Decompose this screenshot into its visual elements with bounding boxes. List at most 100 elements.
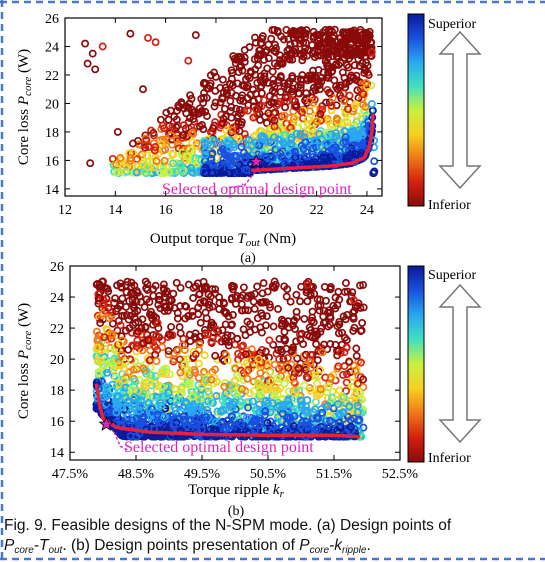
y-tick-label: 22 — [50, 322, 64, 337]
colorbar-a-bar — [407, 13, 425, 207]
scatter-point — [213, 169, 222, 177]
scatter-point — [333, 322, 342, 331]
scatter-point — [321, 318, 330, 327]
scatter-point — [282, 413, 291, 422]
scatter-point — [298, 56, 307, 65]
scatter-point — [109, 361, 118, 370]
scatter-point — [312, 117, 321, 126]
scatter-point — [201, 308, 210, 317]
scatter-point — [360, 64, 369, 73]
scatter-point — [348, 129, 356, 138]
scatter-point — [332, 114, 341, 123]
scatter-point — [246, 320, 255, 329]
scatter-point — [240, 46, 249, 55]
scatter-point — [123, 167, 131, 176]
scatter-point — [223, 356, 232, 365]
scatter-point — [241, 350, 250, 359]
scatter-point — [284, 363, 293, 372]
scatter-point — [284, 323, 293, 332]
scatter-point — [353, 379, 362, 388]
scatter-point — [271, 145, 280, 154]
scatter-point — [108, 319, 117, 328]
scatter-point — [98, 42, 107, 51]
scatter-point — [153, 410, 162, 419]
scatter-point — [227, 103, 236, 112]
scatter-point — [275, 122, 284, 131]
scatter-point — [191, 350, 200, 359]
scatter-point — [176, 368, 185, 377]
caption-sym-p2: P — [299, 537, 310, 554]
scatter-point — [105, 314, 113, 323]
scatter-point — [111, 294, 120, 303]
scatter-point — [157, 401, 166, 410]
scatter-point — [250, 304, 259, 313]
scatter-point — [172, 278, 181, 287]
scatter-point — [152, 157, 161, 165]
panel-a-pareto-front — [251, 113, 375, 173]
scatter-point — [200, 351, 209, 360]
scatter-point — [235, 63, 244, 72]
scatter-point — [326, 416, 334, 425]
scatter-point — [112, 408, 121, 417]
scatter-point — [103, 326, 112, 335]
panel-a: 14 16 18 20 22 24 26 12 14 16 18 20 22 24 Selected o… — [16, 12, 383, 266]
scatter-point — [200, 139, 209, 148]
scatter-point — [316, 301, 325, 310]
scatter-point — [367, 100, 376, 108]
scatter-point — [182, 397, 190, 406]
panel-a-sublabel: (a) — [240, 251, 256, 266]
scatter-point — [280, 334, 289, 343]
scatter-point — [204, 387, 213, 396]
scatter-point — [102, 400, 111, 409]
scatter-point — [257, 132, 266, 141]
y-tick-label: 24 — [45, 40, 59, 55]
scatter-point — [251, 415, 260, 424]
scatter-point — [289, 422, 298, 430]
scatter-point — [234, 167, 242, 176]
scatter-point — [310, 95, 319, 104]
scatter-point — [214, 334, 223, 343]
scatter-point — [128, 416, 137, 425]
x-tick-label: 16 — [159, 203, 173, 218]
scatter-point — [172, 396, 181, 405]
scatter-point — [332, 101, 341, 110]
scatter-point — [83, 59, 92, 68]
scatter-point — [93, 343, 102, 352]
scatter-point — [253, 54, 262, 63]
scatter-point — [352, 71, 361, 80]
scatter-point — [225, 144, 234, 153]
scatter-point — [120, 376, 129, 385]
scatter-point — [293, 75, 302, 84]
caption-line-1: Fig. 9. Feasible designs of the N-SPM mo… — [4, 517, 452, 534]
scatter-point — [297, 396, 306, 405]
scatter-point — [206, 154, 215, 163]
scatter-point — [195, 340, 204, 349]
colorbar-b: Superior Inferior — [407, 265, 482, 466]
scatter-point — [300, 381, 309, 390]
scatter-point — [201, 150, 210, 159]
scatter-point — [292, 337, 301, 346]
scatter-point — [161, 423, 170, 431]
scatter-point — [322, 153, 331, 162]
scatter-point — [152, 357, 161, 366]
scatter-point — [119, 432, 128, 441]
scatter-point — [256, 116, 265, 124]
scatter-point — [282, 292, 291, 301]
scatter-point — [329, 146, 338, 155]
selected-design-star — [248, 153, 264, 169]
scatter-point — [306, 350, 315, 359]
scatter-point — [154, 295, 163, 304]
scatter-point — [327, 106, 336, 115]
colorbar-b-superior: Superior — [428, 268, 477, 283]
scatter-point — [169, 289, 178, 298]
scatter-point — [194, 359, 203, 368]
scatter-point — [309, 83, 318, 92]
scatter-point — [313, 356, 322, 365]
scatter-point — [94, 290, 103, 299]
scatter-point — [207, 318, 216, 327]
scatter-point — [197, 395, 206, 404]
scatter-point — [204, 330, 213, 339]
scatter-point — [124, 315, 133, 324]
scatter-point — [223, 164, 232, 172]
scatter-point — [302, 89, 311, 98]
